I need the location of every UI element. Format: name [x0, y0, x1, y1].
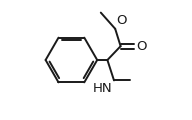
Text: O: O — [137, 40, 147, 53]
Text: O: O — [116, 14, 127, 27]
Text: HN: HN — [93, 82, 113, 95]
